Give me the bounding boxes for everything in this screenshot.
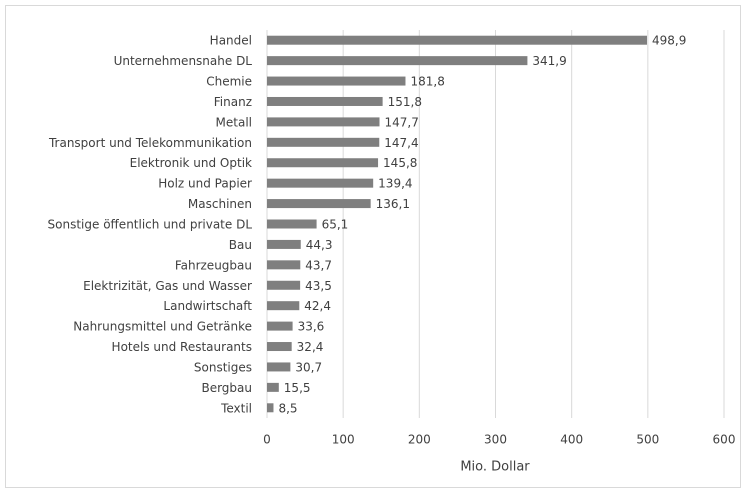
y-tick-label: Textil	[220, 401, 252, 415]
bar	[267, 158, 379, 168]
x-tick-label: 300	[484, 433, 507, 447]
y-tick-label: Transport und Telekommunikation	[48, 136, 252, 150]
value-label: 139,4	[378, 177, 412, 191]
value-label: 341,9	[532, 54, 566, 68]
bar	[267, 382, 279, 392]
y-tick-label: Bergbau	[201, 381, 252, 395]
value-label: 42,4	[304, 299, 331, 313]
y-tick-label: Landwirtschaft	[163, 299, 252, 313]
y-tick-label: Chemie	[206, 75, 252, 89]
value-label: 147,4	[384, 136, 418, 150]
x-axis-label: Mio. Dollar	[460, 460, 530, 475]
value-label: 145,8	[383, 156, 417, 170]
bar	[267, 403, 274, 413]
value-label: 44,3	[306, 238, 333, 252]
value-label: 181,8	[410, 75, 444, 89]
bar	[267, 301, 300, 311]
x-tick-label: 100	[332, 433, 355, 447]
bar	[267, 260, 301, 270]
y-tick-label: Bau	[229, 238, 252, 252]
bar	[267, 199, 371, 209]
y-tick-label: Metall	[216, 115, 252, 129]
x-tick-label: 200	[408, 433, 431, 447]
bar	[267, 56, 528, 66]
x-tick-label: 500	[636, 433, 659, 447]
y-tick-label: Elektrizität, Gas und Wasser	[83, 279, 252, 293]
bar	[267, 96, 383, 106]
y-tick-label: Fahrzeugbau	[175, 258, 252, 272]
y-tick-label: Holz und Papier	[158, 177, 252, 191]
bar	[267, 35, 647, 45]
value-label: 8,5	[278, 401, 297, 415]
x-tick-label: 600	[713, 433, 736, 447]
y-tick-label: Finanz	[214, 95, 252, 109]
value-label: 136,1	[376, 197, 410, 211]
bar	[267, 117, 380, 127]
bar	[267, 342, 292, 352]
value-label: 33,6	[298, 320, 325, 334]
y-tick-label: Handel	[210, 34, 252, 48]
bar	[267, 76, 406, 86]
value-label: 30,7	[295, 360, 322, 374]
y-tick-label: Nahrungsmittel und Getränke	[73, 320, 252, 334]
value-label: 15,5	[284, 381, 311, 395]
bar	[267, 219, 317, 229]
y-tick-label: Elektronik und Optik	[130, 156, 252, 170]
bar	[267, 280, 301, 290]
chart-border	[5, 5, 741, 488]
y-tick-label: Sonstige öffentlich und private DL	[48, 218, 253, 232]
y-tick-label: Sonstiges	[194, 360, 252, 374]
bar	[267, 137, 380, 147]
value-label: 151,8	[388, 95, 422, 109]
y-tick-label: Unternehmensnahe DL	[114, 54, 253, 68]
bar	[267, 362, 291, 372]
value-label: 147,7	[384, 115, 418, 129]
y-tick-label: Hotels und Restaurants	[112, 340, 252, 354]
bar	[267, 178, 374, 188]
bar	[267, 239, 301, 249]
x-tick-label: 400	[560, 433, 583, 447]
x-tick-label: 0	[263, 433, 271, 447]
value-label: 65,1	[322, 218, 349, 232]
value-label: 43,5	[305, 279, 332, 293]
y-tick-label: Maschinen	[188, 197, 252, 211]
value-label: 32,4	[297, 340, 324, 354]
value-label: 43,7	[305, 258, 332, 272]
bar	[267, 321, 293, 331]
value-label: 498,9	[652, 34, 686, 48]
